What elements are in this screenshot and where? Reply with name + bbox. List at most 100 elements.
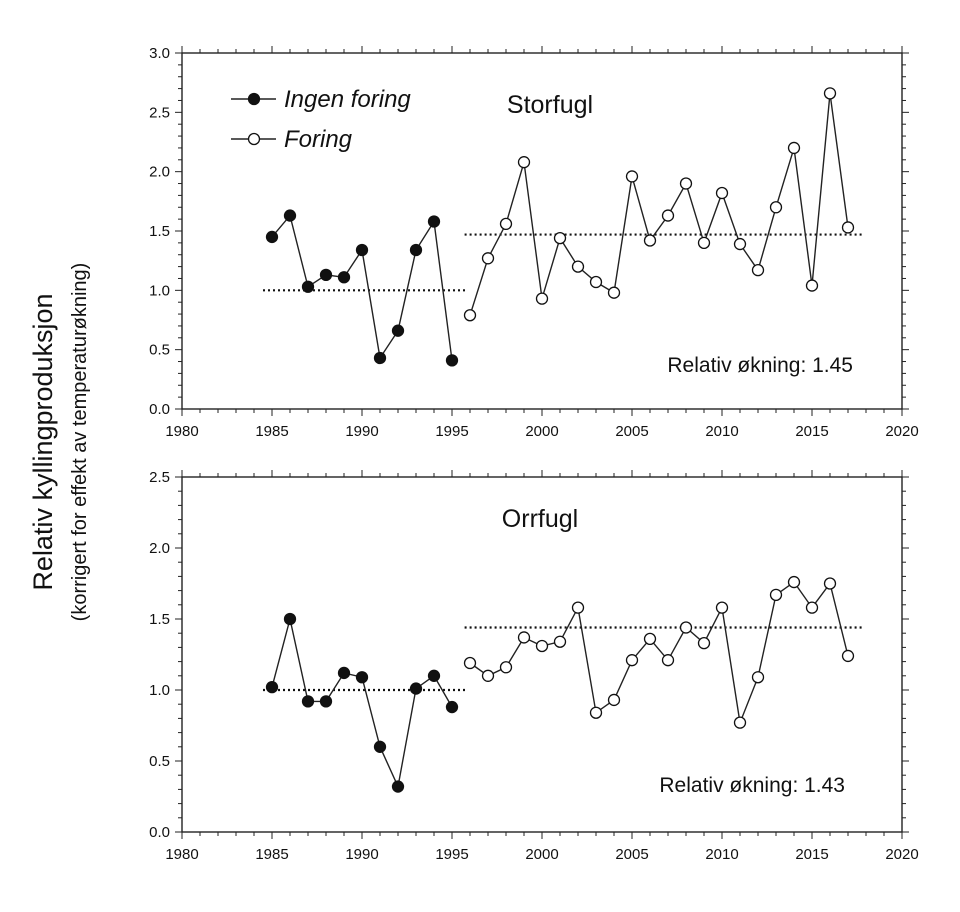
storfugl-ingen-foring-point <box>283 209 297 222</box>
storfugl-foring-point <box>607 286 621 299</box>
storfugl-foring-point <box>589 275 603 289</box>
storfugl-y-tick-label: 2.0 <box>149 164 170 181</box>
orrfugl-foring-point <box>571 601 585 614</box>
orrfugl-x-tick-label: 1985 <box>255 846 288 863</box>
storfugl-x-tick-label: 1995 <box>435 423 468 440</box>
storfugl-ingen-foring-point <box>301 280 315 293</box>
orrfugl-ingen-foring-point <box>427 669 441 682</box>
orrfugl-foring-point <box>679 621 693 634</box>
storfugl-y-tick-label: 1.0 <box>149 282 170 299</box>
storfugl-x-tick-label: 2000 <box>525 423 558 440</box>
storfugl-foring-point <box>535 292 549 305</box>
storfugl-foring-point <box>625 170 639 183</box>
storfugl-ingen-foring-point <box>337 271 351 284</box>
orrfugl-foring-point <box>697 636 711 650</box>
storfugl-foring-point <box>661 209 675 222</box>
orrfugl-x-tick-label: 2015 <box>795 846 828 863</box>
orrfugl-ingen-foring-point <box>265 681 279 694</box>
storfugl-ingen-foring-point <box>409 243 423 257</box>
orrfugl-foring-point <box>553 635 567 648</box>
orrfugl-ingen-foring-point <box>373 740 387 753</box>
storfugl-foring-point <box>571 260 585 273</box>
orrfugl-foring-point <box>589 706 603 719</box>
orrfugl-foring-point <box>841 649 855 663</box>
orrfugl-ingen-foring-point <box>409 682 423 695</box>
storfugl-foring-point <box>553 231 567 245</box>
orrfugl-y-tick-label: 2.5 <box>149 469 170 486</box>
storfugl-foring-point <box>643 234 657 247</box>
orrfugl-foring-line <box>469 581 849 726</box>
legend-open-label: Foring <box>284 126 353 153</box>
orrfugl-foring-point <box>481 669 495 682</box>
storfugl-y-tick-label: 2.5 <box>149 104 170 121</box>
storfugl-x-tick-label: 1985 <box>255 423 288 440</box>
storfugl-x-tick-label: 2010 <box>705 423 738 440</box>
orrfugl-x-tick-label: 2020 <box>885 846 918 863</box>
orrfugl-x-tick-label: 1990 <box>345 846 378 863</box>
orrfugl-foring-point <box>625 654 639 667</box>
storfugl-foring-point <box>805 279 819 292</box>
storfugl-foring-point <box>715 186 729 200</box>
storfugl-ingen-foring-point <box>319 268 333 282</box>
orrfugl-panel: Orrfugl Relativ økning: 1.43 1980 1985 199… <box>149 469 919 863</box>
storfugl-y-tick-label: 1.5 <box>149 223 170 240</box>
orrfugl-y-tick-label: 0.5 <box>149 753 170 770</box>
orrfugl-x-tick-label: 2000 <box>525 846 558 863</box>
storfugl-y-tick-label: 3.0 <box>149 45 170 62</box>
storfugl-title: Storfugl <box>507 91 593 119</box>
orrfugl-ingen-foring-point <box>391 780 405 793</box>
orrfugl-foring-point <box>715 601 729 614</box>
storfugl-annotation: Relativ økning: 1.45 <box>667 354 853 377</box>
orrfugl-foring-point <box>787 575 801 589</box>
orrfugl-foring-point <box>769 588 783 602</box>
orrfugl-ingen-foring-point <box>337 666 351 680</box>
storfugl-foring-point <box>517 156 531 169</box>
orrfugl-foring-point <box>463 656 477 670</box>
storfugl-x-tick-label: 2005 <box>615 423 648 440</box>
storfugl-ingen-foring-point <box>391 324 405 337</box>
legend-filled-label: Ingen foring <box>284 86 411 113</box>
storfugl-foring-point <box>787 141 801 155</box>
storfugl-ingen-foring-point <box>355 243 369 257</box>
storfugl-foring-point <box>841 221 855 234</box>
storfugl-foring-point <box>679 177 693 190</box>
orrfugl-foring-point <box>751 671 765 684</box>
orrfugl-title: Orrfugl <box>502 505 578 533</box>
storfugl-foring-point <box>481 252 495 265</box>
orrfugl-foring-point <box>661 654 675 667</box>
storfugl-foring-line <box>469 93 849 316</box>
storfugl-foring-point <box>499 217 513 231</box>
storfugl-x-tick-label: 2020 <box>885 423 918 440</box>
orrfugl-foring-point <box>733 716 747 729</box>
orrfugl-ingen-foring-point <box>283 612 297 626</box>
orrfugl-x-tick-label: 2010 <box>705 846 738 863</box>
orrfugl-y-tick-label: 1.0 <box>149 682 170 699</box>
orrfugl-ingen-foring-point <box>355 671 369 684</box>
storfugl-foring-point <box>697 236 711 250</box>
storfugl-y-tick-label: 0.5 <box>149 342 170 359</box>
storfugl-ingen-foring-point <box>427 215 441 228</box>
storfugl-foring-point <box>751 264 765 277</box>
orrfugl-foring-point <box>517 631 531 644</box>
storfugl-ingen-foring-point <box>265 230 279 244</box>
orrfugl-y-tick-label: 1.5 <box>149 611 170 628</box>
orrfugl-ingen-foring-point <box>445 700 459 714</box>
orrfugl-foring-point <box>823 577 837 590</box>
orrfugl-x-tick-label: 1995 <box>435 846 468 863</box>
orrfugl-foring-point <box>643 632 657 646</box>
storfugl-foring-point <box>463 309 477 322</box>
orrfugl-foring-point <box>499 661 513 674</box>
orrfugl-ingen-foring-point <box>301 695 315 708</box>
y-axis-label-main: Relativ kyllingproduksjon <box>28 293 58 590</box>
storfugl-y-tick-label: 0.0 <box>149 401 170 418</box>
orrfugl-foring-point <box>535 639 549 653</box>
orrfugl-y-tick-label: 2.0 <box>149 540 170 557</box>
orrfugl-foring-point <box>805 601 819 614</box>
orrfugl-annotation: Relativ økning: 1.43 <box>659 774 845 797</box>
orrfugl-x-tick-label: 2005 <box>615 846 648 863</box>
storfugl-panel: Storfugl Relativ økning: 1.45 Ingen fori… <box>149 45 919 440</box>
legend-filled-marker <box>247 92 261 106</box>
legend-open-marker <box>247 132 261 146</box>
storfugl-foring-point <box>823 87 837 100</box>
